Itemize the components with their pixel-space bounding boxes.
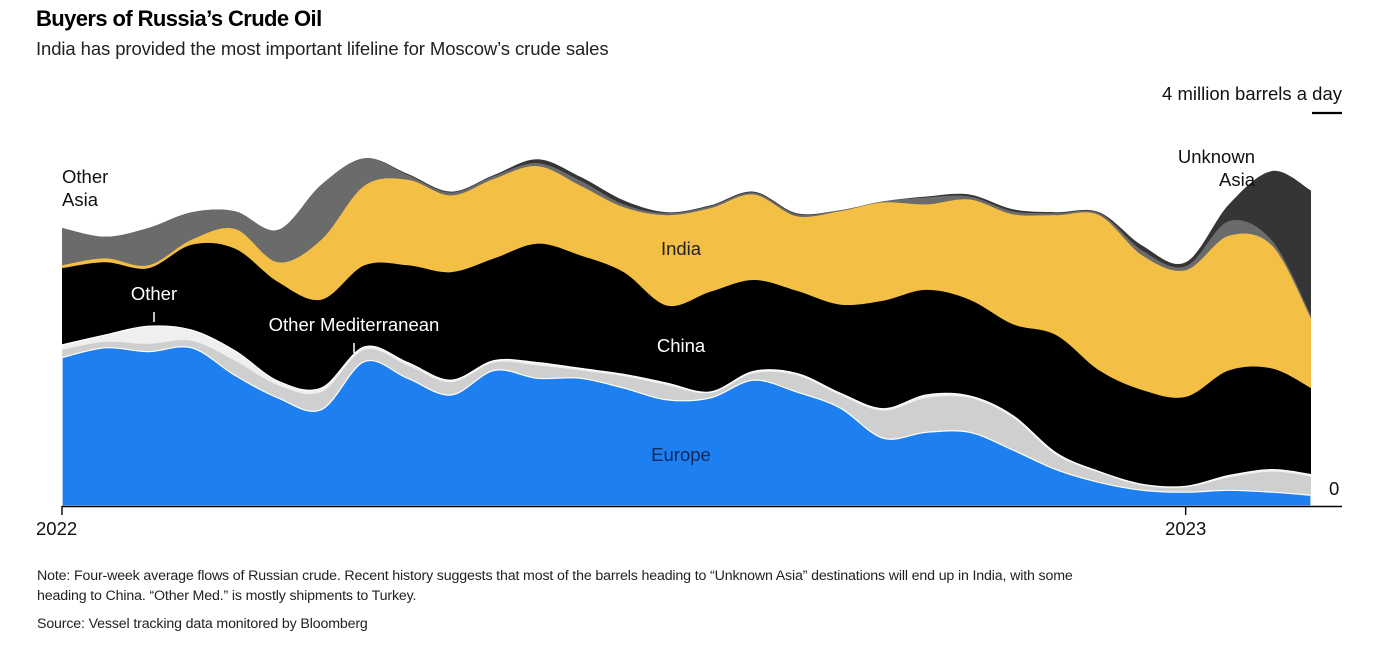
label-other-asia-line2: Asia [62, 189, 99, 210]
series-labels: Other Asia Unknown Asia India China Euro… [62, 146, 1256, 465]
label-india: India [661, 238, 702, 259]
label-other-asia-line1: Other [62, 166, 108, 187]
label-other-mediterranean: Other Mediterranean [269, 314, 440, 335]
y-zero-label: 0 [1329, 478, 1339, 499]
note-line-2: heading to China. “Other Med.” is mostly… [37, 588, 417, 604]
label-other: Other [131, 283, 177, 304]
chart-source: Source: Vessel tracking data monitored b… [37, 616, 368, 632]
chart-note: Note: Four-week average flows of Russian… [37, 566, 1297, 606]
note-line-1: Note: Four-week average flows of Russian… [37, 568, 1073, 584]
chart-subtitle: India has provided the most important li… [36, 38, 609, 59]
x-axis-ticks: 2022 2023 [36, 506, 1206, 539]
x-tick-label-2023: 2023 [1165, 518, 1206, 539]
chart-title: Buyers of Russia’s Crude Oil [36, 6, 322, 31]
scale-label: 4 million barrels a day [1162, 83, 1342, 104]
label-china: China [657, 335, 706, 356]
area-layers [61, 158, 1312, 507]
x-tick-label-2022: 2022 [36, 518, 77, 539]
x-axis: 2022 2023 0 [36, 111, 1342, 539]
label-europe: Europe [651, 444, 711, 465]
label-unknown-asia-line2: Asia [1219, 169, 1256, 190]
area-europe [61, 346, 1312, 507]
label-unknown-asia-line1: Unknown [1178, 146, 1255, 167]
